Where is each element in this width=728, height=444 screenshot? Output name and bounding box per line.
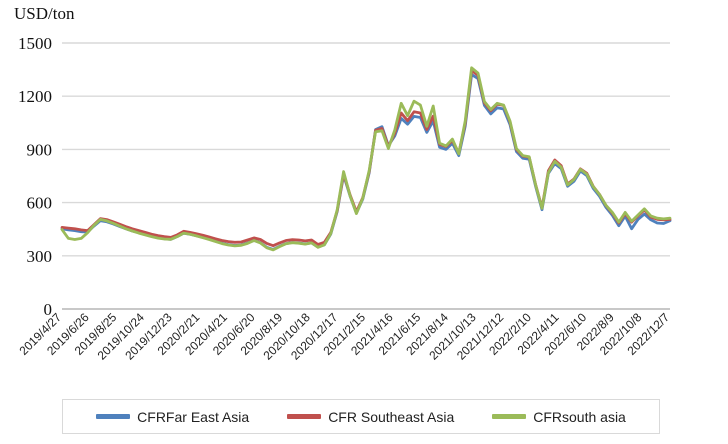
legend-item-cfr-southeast-asia: CFR Southeast Asia [287,409,454,425]
y-tick-label: 600 [27,194,53,213]
series-line-cfrfar-east-asia [60,73,672,251]
y-tick-label: 1500 [18,34,52,53]
chart-legend: CFRFar East Asia CFR Southeast Asia CFRsou… [62,399,660,434]
y-axis-unit-label: USD/ton [14,4,75,23]
legend-swatch [492,414,527,419]
legend-label: CFR Southeast Asia [328,408,455,425]
legend-item-cfrfar-east-asia: CFRFar East Asia [96,409,249,425]
series-line-cfrsouth-asia [60,66,672,252]
legend-swatch [96,414,131,419]
y-tick-label: 1200 [18,87,52,106]
y-tick-label: 0 [44,300,53,319]
line-chart: 0300600900120015002019/4/272019/6/262019… [16,34,672,363]
legend-label: CFRsouth asia [533,408,626,425]
y-tick-label: 900 [27,140,53,159]
y-tick-label: 300 [27,247,53,266]
legend-label: CFRFar East Asia [137,408,250,425]
legend-swatch [287,414,322,419]
legend-item-cfrsouth-asia: CFRsouth asia [492,409,626,425]
